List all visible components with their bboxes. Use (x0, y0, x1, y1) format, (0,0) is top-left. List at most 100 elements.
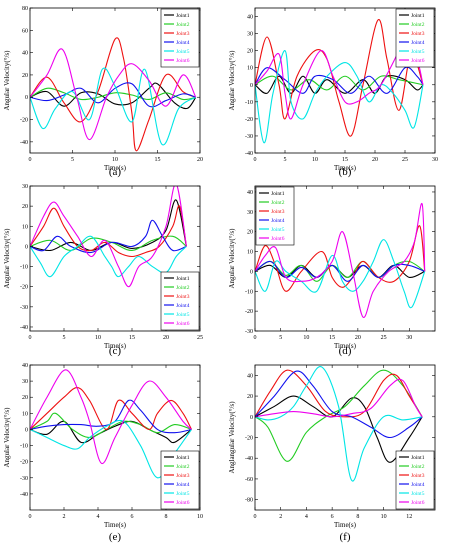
chart-a-series-joint6 (30, 48, 197, 141)
chart-b-ytick-label: 40 (247, 15, 253, 21)
chart-f-xtick-label: 8 (356, 514, 359, 520)
chart-c-legend-box (160, 271, 200, 331)
chart-a-xtick-label: 10 (112, 157, 118, 163)
chart-f-legend-entry: Joint1 (411, 455, 425, 461)
chart-a-panel-label: (a) (109, 166, 122, 178)
chart-c-series-joint3 (30, 205, 187, 258)
chart-a-legend-entry: Joint5 (176, 49, 190, 55)
chart-d-legend-entry: Joint2 (271, 200, 285, 206)
chart-e-ytick-label: -20 (20, 460, 28, 466)
chart-d-xtick-label: 5 (279, 335, 282, 341)
chart-f-ytick-label: -60 (245, 477, 253, 483)
chart-c-ytick-label: 10 (22, 224, 28, 230)
chart-e-legend-entry: Joint6 (176, 500, 190, 506)
chart-d: 0 5 10 15 20 25 30 -30 -20 -10 0 10 20 30 40 Time(s) Ang… (228, 185, 436, 357)
chart-f-xtick-label: 10 (381, 514, 387, 520)
chart-c-xlabel: Time(s) (104, 342, 127, 350)
chart-d-xtick-label: 15 (329, 335, 335, 341)
chart-b-ytick-label: -40 (245, 151, 253, 157)
chart-a-ytick-label: -20 (20, 118, 28, 124)
chart-e-series-joint6 (30, 369, 192, 464)
chart-c-series-joint4 (30, 219, 187, 254)
chart-a-series-joint5 (30, 67, 197, 146)
chart-d-series-joint3 (255, 225, 426, 292)
chart-f-xtick-label: 4 (305, 514, 308, 520)
chart-c-ytick-label: 0 (25, 244, 28, 250)
chart-f-ylabel: Anglangular Velocity(°/s) (228, 401, 236, 474)
chart-f-series-joint6 (255, 378, 423, 418)
chart-b-series-joint1 (255, 74, 424, 94)
chart-f-ytick-label: -20 (245, 436, 253, 442)
chart-a-ytick-label: 0 (25, 95, 28, 101)
chart-b-xtick-label: 5 (284, 157, 287, 163)
chart-d-ytick-label: -10 (245, 289, 253, 295)
chart-f-legend-entry: Joint6 (411, 500, 425, 506)
chart-a-legend-entry: Joint1 (176, 13, 190, 19)
chart-e-ytick-label: 20 (22, 395, 28, 401)
chart-a-series-joint1 (30, 82, 197, 110)
chart-e-ytick-label: 10 (22, 411, 28, 417)
chart-f-legend-entry: Joint2 (411, 464, 425, 470)
chart-b-ytick-label: -10 (245, 100, 253, 106)
chart-e-series-joint3 (30, 387, 192, 430)
chart-d-xtick-label: 30 (406, 335, 412, 341)
chart-f-panel-label: (f) (340, 531, 351, 543)
chart-b: 0 5 10 15 20 25 30 -40 -30 -20 -10 0 10 20 30 40 Time(s)… (228, 7, 438, 178)
chart-a-ytick-label: 40 (22, 51, 28, 57)
chart-c-ytick-label: -30 (20, 305, 28, 311)
chart-e-axes-frame (29, 364, 201, 511)
chart-f-xtick-label: 6 (331, 514, 334, 520)
chart-f-series-joint2 (255, 369, 423, 462)
chart-a-legend-entry: Joint3 (176, 31, 190, 37)
chart-f-ytick-label: -80 (245, 498, 253, 504)
chart-d-legend-box (255, 186, 295, 246)
chart-b-ytick-label: -30 (245, 134, 253, 140)
chart-b-ytick-label: 0 (250, 83, 253, 89)
chart-e-ytick-label: 40 (22, 363, 28, 369)
chart-f-ytick-label: 0 (250, 415, 253, 421)
chart-e-legend: Joint1 Joint2 Joint3 Joint4 Joint5 Joint6 (160, 450, 200, 510)
chart-d-ytick-label: 30 (247, 210, 253, 216)
chart-e-ylabel: Angular Velocity(°/s) (3, 407, 11, 468)
chart-e-legend-entry: Joint2 (176, 464, 190, 470)
chart-f: 0 2 4 6 8 10 12 -80 -60 -40 -20 0 20 40 Time(s) Anglang… (228, 364, 436, 543)
chart-c-legend: Joint1 Joint2 Joint3 Joint4 Joint5 Joint6 (160, 271, 200, 331)
chart-a-xtick-label: 5 (71, 157, 74, 163)
chart-c-series-joint6 (30, 186, 187, 288)
chart-c-legend-entry: Joint5 (176, 312, 190, 318)
chart-a-legend: Joint1 Joint2 Joint3 Joint4 Joint5 Joint6 (160, 8, 200, 68)
chart-c: 0 5 10 15 20 25 -40 -30 -20 -10 0 10 20 30 Time(s) Angu… (3, 184, 203, 357)
chart-b-xtick-label: 30 (432, 157, 438, 163)
chart-b-legend-entry: Joint3 (411, 31, 425, 37)
chart-b-legend-entry: Joint4 (411, 40, 425, 46)
chart-d-ytick-label: 40 (247, 190, 253, 196)
chart-a-ytick-label: -40 (20, 140, 28, 146)
chart-d-legend-entry: Joint6 (271, 236, 285, 242)
chart-c-legend-entry: Joint1 (176, 276, 190, 282)
chart-d-series-joint5 (255, 239, 426, 309)
chart-f-xtick-label: 12 (406, 514, 412, 520)
chart-a-series-joint2 (30, 87, 196, 101)
chart-c-xtick-label: 25 (197, 335, 203, 341)
chart-f-series-joint4 (255, 370, 423, 439)
chart-c-xtick-label: 20 (163, 335, 169, 341)
chart-b-xlabel: Time(s) (334, 164, 357, 172)
chart-b-ytick-label: 30 (247, 32, 253, 38)
chart-c-ytick-label: -40 (20, 325, 28, 331)
chart-a-ylabel: Angular Velocity(°/s) (3, 50, 11, 111)
chart-e-ytick-label: -40 (20, 492, 28, 498)
chart-d-series-joint6 (255, 203, 426, 318)
chart-d-xtick-label: 25 (381, 335, 387, 341)
chart-f-ytick-label: 40 (247, 373, 253, 379)
chart-e-legend-entry: Joint1 (176, 455, 190, 461)
chart-a-series-joint3 (30, 37, 196, 152)
chart-a-legend-entry: Joint6 (176, 58, 190, 64)
chart-a-xtick-label: 0 (29, 157, 32, 163)
chart-a-xtick-label: 20 (197, 157, 203, 163)
chart-d-legend-entry: Joint4 (271, 218, 285, 224)
chart-e-xtick-label: 10 (197, 514, 203, 520)
chart-e-ytick-label: -30 (20, 476, 28, 482)
chart-e-xtick-label: 6 (131, 514, 134, 520)
chart-f-xtick-label: 0 (254, 514, 257, 520)
